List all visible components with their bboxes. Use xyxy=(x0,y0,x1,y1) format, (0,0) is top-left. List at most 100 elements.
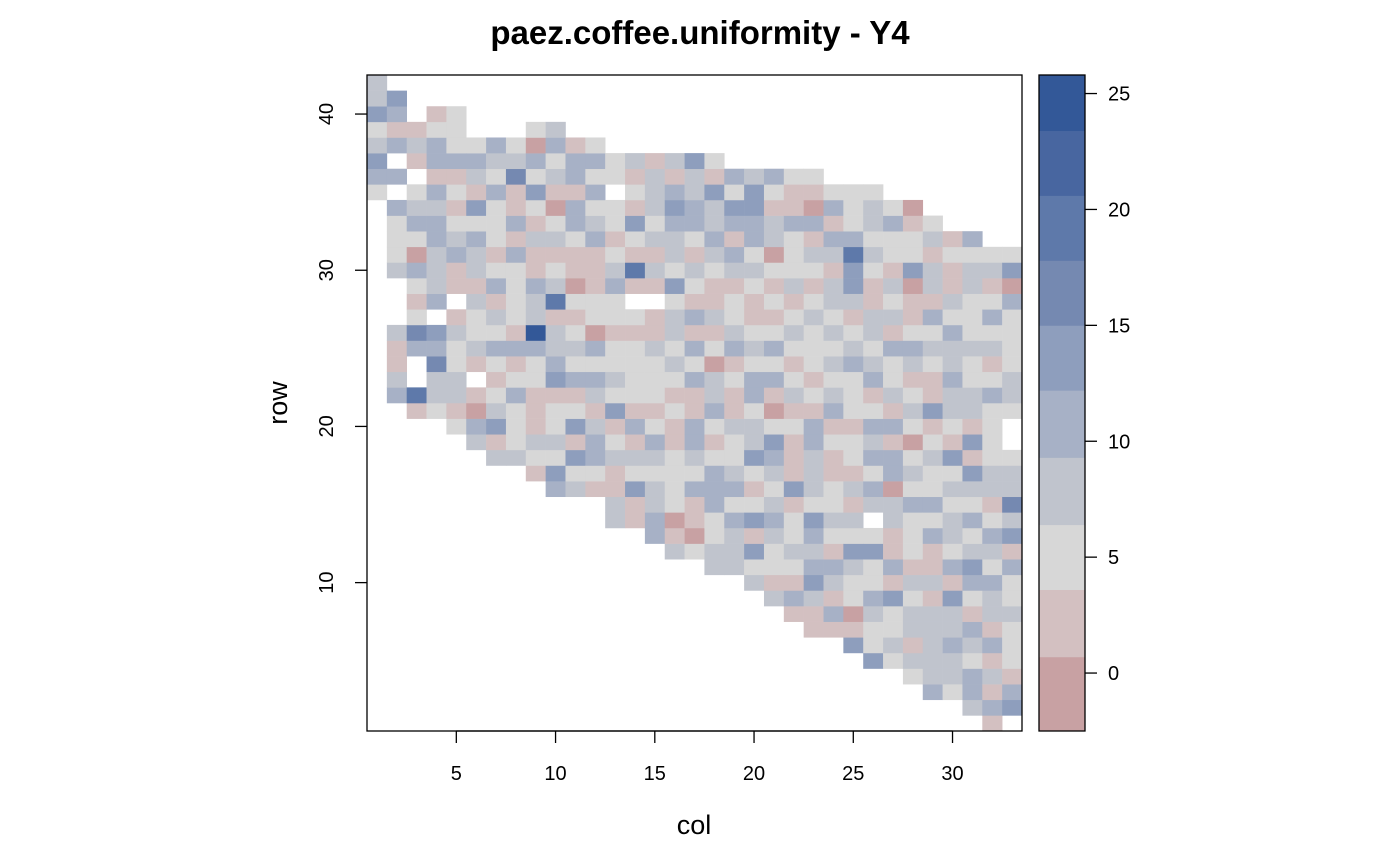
heatmap-cell xyxy=(426,168,447,185)
heatmap-cell xyxy=(982,621,1003,638)
heatmap-cell xyxy=(962,684,983,701)
heatmap-cell xyxy=(446,418,467,435)
heatmap-cell xyxy=(525,278,546,294)
colorbar-bin xyxy=(1039,130,1085,196)
heatmap-cell xyxy=(863,340,884,357)
heatmap-cell xyxy=(466,215,487,232)
heatmap-cell xyxy=(724,356,745,373)
heatmap-cell xyxy=(982,543,1003,560)
heatmap-cell xyxy=(883,606,904,622)
heatmap-cell xyxy=(724,449,745,466)
heatmap-cell xyxy=(962,606,983,622)
heatmap-cell xyxy=(962,371,983,388)
heatmap-cell xyxy=(446,153,467,170)
heatmap-cell xyxy=(545,449,566,466)
heatmap-cell xyxy=(664,387,685,404)
heatmap-cell xyxy=(426,262,447,279)
heatmap-cell xyxy=(525,293,546,310)
heatmap-cell xyxy=(1002,481,1023,498)
heatmap-cell xyxy=(863,199,884,216)
heatmap-cell xyxy=(863,309,884,326)
heatmap-cell xyxy=(644,309,666,326)
heatmap-cell xyxy=(704,340,725,357)
heatmap-cell xyxy=(942,512,963,529)
heatmap-cell xyxy=(883,199,904,216)
heatmap-cell xyxy=(863,215,884,232)
heatmap-cell xyxy=(664,246,685,263)
heatmap-cell xyxy=(763,231,785,248)
colorbar-bin xyxy=(1039,260,1085,326)
heatmap-cell xyxy=(684,199,705,216)
heatmap-cell xyxy=(505,434,527,451)
heatmap-cell xyxy=(466,418,487,435)
heatmap-cell xyxy=(1002,621,1023,638)
heatmap-cell xyxy=(724,231,745,248)
heatmap-cell xyxy=(803,184,824,201)
heatmap-cell xyxy=(565,356,586,373)
y-tick-label: 10 xyxy=(316,571,338,593)
heatmap-cell xyxy=(922,418,943,435)
heatmap-cell xyxy=(1002,543,1023,560)
heatmap-cell xyxy=(704,215,725,232)
heatmap-cell xyxy=(744,387,765,404)
heatmap-cell xyxy=(942,527,963,544)
y-axis-label: row xyxy=(263,381,293,425)
heatmap-cell xyxy=(803,231,824,248)
heatmap-cell xyxy=(605,168,626,185)
heatmap-cell xyxy=(783,184,804,201)
heatmap-cell xyxy=(803,246,824,263)
heatmap-cell xyxy=(664,449,685,466)
heatmap-cell xyxy=(803,527,824,544)
heatmap-cell xyxy=(386,106,407,123)
heatmap-cell xyxy=(525,184,546,201)
heatmap-cell xyxy=(545,293,566,310)
heatmap-cell xyxy=(803,621,824,638)
heatmap-cell xyxy=(922,262,943,279)
heatmap-cell xyxy=(883,621,904,638)
heatmap-cell xyxy=(1002,590,1023,607)
heatmap-cell xyxy=(982,684,1003,701)
heatmap-cell xyxy=(744,262,765,279)
x-tick-label: 5 xyxy=(451,763,462,785)
heatmap-cell xyxy=(406,215,427,232)
heatmap-cell xyxy=(1002,278,1023,294)
heatmap-cell xyxy=(942,621,963,638)
heatmap-cell xyxy=(704,231,725,248)
heatmap-cell xyxy=(446,215,467,232)
heatmap-cell xyxy=(1002,496,1023,513)
heatmap-cell xyxy=(644,371,666,388)
heatmap-cell xyxy=(902,199,924,216)
heatmap-cell xyxy=(803,543,824,560)
heatmap-cell xyxy=(902,590,924,607)
heatmap-cell xyxy=(565,403,586,419)
heatmap-cell xyxy=(486,324,507,341)
heatmap-cell xyxy=(982,246,1003,263)
heatmap-cell xyxy=(763,215,785,232)
heatmap-cell xyxy=(803,262,824,279)
heatmap-cell xyxy=(922,371,943,388)
heatmap-cell xyxy=(684,309,705,326)
heatmap-cell xyxy=(466,293,487,310)
heatmap-cell xyxy=(843,527,864,544)
heatmap-cell xyxy=(823,543,844,560)
heatmap-cell xyxy=(744,481,765,498)
heatmap-cell xyxy=(644,418,666,435)
heatmap-cell xyxy=(744,199,765,216)
heatmap-cell xyxy=(942,371,963,388)
heatmap-cell xyxy=(982,434,1003,451)
heatmap-cell xyxy=(863,606,884,622)
heatmap-cell xyxy=(585,231,606,248)
x-tick-label: 15 xyxy=(644,763,666,785)
heatmap-cell xyxy=(525,246,546,263)
heatmap-cell xyxy=(902,434,924,451)
heatmap-cell xyxy=(585,324,606,341)
heatmap-cell xyxy=(982,496,1003,513)
heatmap-cell xyxy=(426,184,447,201)
heatmap-cell xyxy=(426,403,447,419)
heatmap-cell xyxy=(922,496,943,513)
heatmap-cell xyxy=(744,512,765,529)
heatmap-cell xyxy=(426,153,447,170)
colorbar-bin xyxy=(1039,75,1085,132)
heatmap-cell xyxy=(505,324,527,341)
heatmap-cell xyxy=(922,278,943,294)
